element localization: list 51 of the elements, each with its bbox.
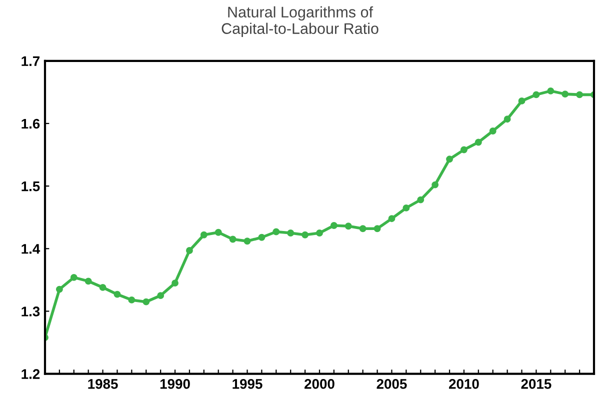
x-tick-label: 2015 xyxy=(521,379,552,389)
point xyxy=(518,97,526,104)
point xyxy=(432,181,439,188)
point xyxy=(128,296,136,304)
point xyxy=(157,292,164,300)
point xyxy=(359,225,366,232)
y-tick-label: 1.3 xyxy=(22,306,40,316)
x-tick-label: 2000 xyxy=(304,379,334,389)
point xyxy=(576,91,584,98)
point xyxy=(142,298,150,306)
x-tick-label: 1985 xyxy=(88,379,118,389)
point xyxy=(56,286,63,293)
point xyxy=(547,87,554,94)
point xyxy=(99,284,106,291)
y-tick-label: 1.4 xyxy=(22,244,40,254)
x-tick-label: 2005 xyxy=(376,379,407,389)
x-tick-label: 2010 xyxy=(449,379,479,389)
chart-title: Natural Logarithms of Capital-to-Labour Ratio xyxy=(222,6,378,37)
point xyxy=(330,222,338,229)
point xyxy=(562,90,569,98)
point xyxy=(504,116,511,123)
point xyxy=(287,230,294,236)
point xyxy=(84,278,92,285)
point xyxy=(186,247,193,254)
point xyxy=(402,204,410,212)
x-tick-label: 1995 xyxy=(232,379,262,389)
y-tick-label: 1.7 xyxy=(22,56,40,66)
y-tick-label: 1.5 xyxy=(22,182,40,192)
point xyxy=(374,225,381,232)
point xyxy=(200,231,208,238)
x-tick-label: 1990 xyxy=(160,379,190,389)
y-tick-label: 1.2 xyxy=(22,369,40,379)
point xyxy=(272,228,280,236)
point xyxy=(460,146,468,154)
point xyxy=(489,128,496,134)
point xyxy=(388,215,396,222)
point xyxy=(474,138,482,146)
point xyxy=(302,231,309,238)
y-tick-label: 1.6 xyxy=(22,118,40,129)
point xyxy=(214,228,222,236)
point xyxy=(70,274,78,281)
point xyxy=(417,196,424,204)
point xyxy=(114,290,121,298)
point xyxy=(244,238,251,245)
point xyxy=(532,91,540,98)
point xyxy=(446,156,453,163)
point xyxy=(344,222,352,230)
point xyxy=(172,280,178,287)
point xyxy=(229,236,236,243)
point xyxy=(258,234,266,241)
point xyxy=(316,230,323,236)
